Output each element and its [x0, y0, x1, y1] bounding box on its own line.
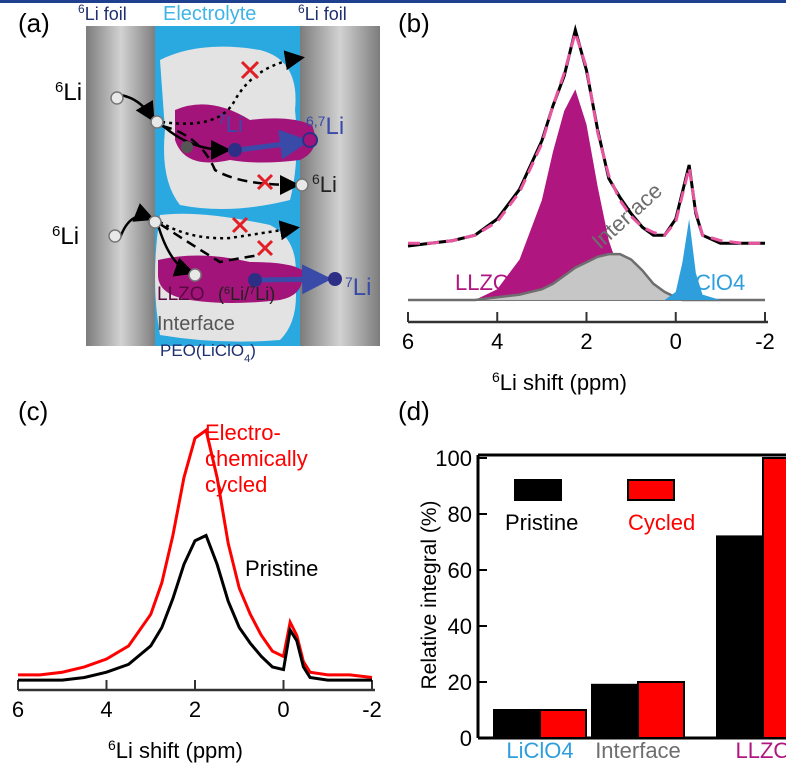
bar	[493, 709, 541, 739]
arrow	[118, 203, 155, 239]
spectrum-line	[18, 427, 373, 679]
y-tick-label: 60	[448, 558, 472, 583]
area	[408, 219, 765, 300]
ion-label: 7Li	[218, 111, 243, 137]
x-axis-title: 6Li shift (ppm)	[492, 369, 627, 395]
panel-label: (a)	[18, 8, 50, 38]
series-label: Pristine	[245, 556, 319, 581]
arrow	[161, 124, 300, 195]
x-axis-title: 6Li shift (ppm)	[108, 737, 243, 763]
x-tick-label: 2	[189, 697, 201, 722]
arrow	[156, 224, 195, 277]
x-tick-label: -2	[755, 329, 775, 354]
panel-label: (b)	[398, 8, 430, 38]
spectrum-line	[408, 27, 765, 245]
diagram: (a) 6Li foil Electrolyte 6Li foil 6Li 7L…	[18, 2, 380, 365]
foil	[86, 26, 156, 346]
bar	[716, 535, 764, 740]
electrolyte-composition: PEO(LiClO4)	[160, 341, 256, 365]
y-tick-label: 80	[448, 502, 472, 527]
x-tick-label: 6	[402, 329, 414, 354]
arrow	[161, 124, 231, 160]
foil-label: 6Li foil	[298, 2, 347, 24]
series-label: LiClO4	[678, 270, 745, 295]
y-tick-label: 40	[448, 614, 472, 639]
bar	[591, 683, 639, 739]
x-tick-label: 6	[12, 697, 24, 722]
x-tick-label: 0	[277, 697, 289, 722]
arrow	[159, 222, 261, 264]
li7-ions	[228, 132, 342, 287]
legend-label: Cycled	[628, 510, 695, 535]
x-tick-label: 0	[670, 329, 682, 354]
ion-label: 7Li	[345, 274, 371, 301]
x-tick-label: Interface	[595, 738, 681, 763]
legend-label: Pristine	[505, 510, 578, 535]
llzo-label: LLZO	[157, 284, 205, 305]
y-tick-label: 100	[435, 446, 472, 471]
spectrum-line	[18, 533, 372, 682]
li-ion	[181, 141, 193, 153]
bar	[539, 709, 587, 739]
arrow	[237, 129, 310, 160]
ratio-label: (6Li/7Li)	[218, 284, 275, 304]
legend-swatch	[627, 479, 675, 501]
legend-swatch	[514, 479, 562, 501]
x-tick-label: LiClO4	[506, 738, 573, 763]
arrow	[159, 220, 300, 241]
x-tick-label: 4	[100, 697, 112, 722]
y-tick-label: 20	[448, 670, 472, 695]
ion-label: 6,7Li	[306, 113, 344, 140]
panel-label: (c)	[18, 396, 48, 426]
ion-label: 6Li	[55, 79, 82, 107]
arrow	[161, 50, 305, 125]
panel-label: (d)	[398, 396, 430, 426]
li6-ions	[108, 91, 309, 282]
electrolyte-label: Electrolyte	[163, 3, 256, 25]
area	[408, 89, 765, 301]
blocked-marks	[231, 60, 274, 257]
series-label: Electro- chemically cycled	[205, 420, 308, 497]
x-tick-label: 4	[491, 329, 503, 354]
top-rule	[0, 0, 786, 3]
interface-label: Interface	[157, 313, 235, 335]
x-tick-label: LLZO	[735, 738, 786, 763]
y-axis-title: Relative integral (%)	[418, 500, 441, 689]
series-label: LLZO	[455, 270, 510, 295]
arrow	[257, 264, 332, 295]
y-tick-label: 0	[460, 726, 472, 751]
ion-label: 6Li	[312, 171, 337, 197]
x-tick-label: 2	[580, 329, 592, 354]
bar	[637, 681, 685, 739]
foil-label: 6Li foil	[78, 2, 127, 24]
bar	[762, 457, 786, 739]
ion-label: 6Li	[52, 223, 79, 251]
x-tick-label: -2	[362, 697, 382, 722]
